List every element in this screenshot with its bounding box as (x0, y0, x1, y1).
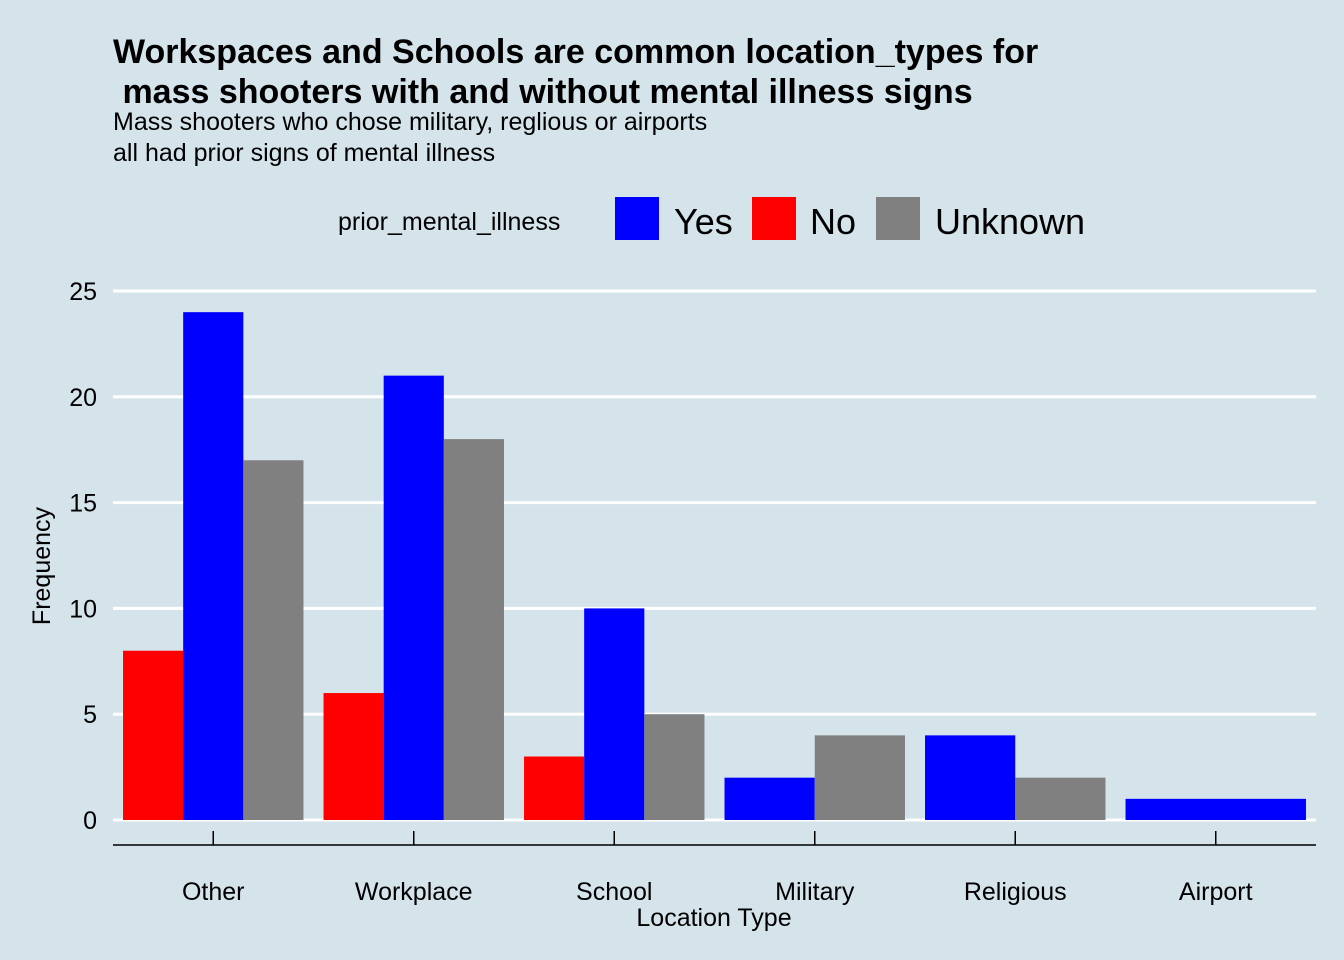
x-axis: Other Workplace School Military Religious Air… (113, 831, 1316, 906)
legend-label-yes: Yes (674, 201, 733, 242)
x-tick-label: Airport (1179, 878, 1253, 906)
chart-title-line1: Workspaces and Schools are common locati… (113, 33, 1038, 71)
bar-religious-unknown (1015, 777, 1106, 820)
legend-swatch-yes (615, 197, 659, 240)
y-tick-label: 15 (69, 490, 97, 518)
bar-school-no (524, 756, 585, 820)
chart-subtitle-line2: all had prior signs of mental illness (113, 139, 495, 167)
x-tick-label: Other (182, 878, 245, 906)
legend-label-no: No (810, 201, 856, 242)
bar-airport-yes (1125, 798, 1306, 820)
bar-workplace-unknown (443, 439, 504, 820)
bar-other-yes (183, 312, 244, 820)
legend-label-unknown: Unknown (935, 201, 1085, 242)
y-tick-label: 20 (69, 384, 97, 412)
y-tick-label: 10 (69, 595, 97, 623)
x-axis-title: Location Type (636, 904, 791, 932)
bar-workplace-no (323, 693, 384, 820)
bar-military-unknown (814, 735, 905, 820)
gridlines (113, 289, 1316, 822)
bar-workplace-yes (383, 375, 444, 820)
y-axis-tick-labels: 0 5 10 15 20 25 (69, 278, 97, 835)
bar-other-unknown (243, 460, 304, 820)
bars (123, 312, 1306, 820)
x-tick-label: Workplace (355, 878, 473, 906)
legend-swatch-unknown (876, 197, 920, 240)
bar-religious-yes (925, 735, 1016, 820)
x-tick-label: School (576, 878, 652, 906)
x-tick-label: Religious (964, 878, 1067, 906)
x-tick-label: Military (775, 878, 855, 906)
bar-military-yes (724, 777, 815, 820)
y-tick-label: 5 (83, 701, 97, 729)
legend: prior_mental_illness Yes No Unknown (338, 197, 1085, 242)
chart-subtitle-line1: Mass shooters who chose military, reglio… (113, 108, 707, 136)
legend-title: prior_mental_illness (338, 208, 560, 236)
bar-school-unknown (644, 714, 705, 820)
bar-other-no (123, 650, 184, 820)
legend-swatch-no (752, 197, 796, 240)
y-tick-label: 0 (83, 807, 97, 835)
y-tick-label: 25 (69, 278, 97, 306)
chart-title-line2: mass shooters with and without mental il… (113, 73, 973, 111)
bar-school-yes (584, 608, 645, 820)
y-axis-title: Frequency (28, 506, 56, 625)
